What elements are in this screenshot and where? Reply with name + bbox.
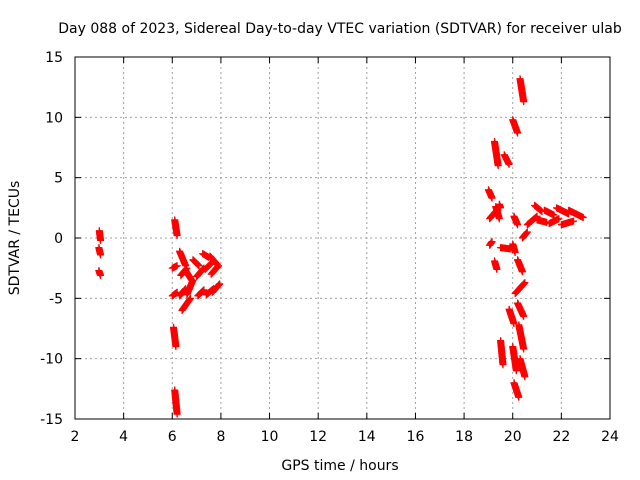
data-point (505, 160, 513, 168)
x-tick-label: 14 (358, 429, 376, 445)
x-tick-label: 20 (504, 429, 522, 445)
data-point (518, 268, 526, 276)
y-tick-label: 15 (45, 50, 63, 66)
x-tick-label: 18 (455, 429, 473, 445)
data-point (488, 238, 496, 246)
data-point (173, 410, 181, 418)
data-point (495, 215, 503, 223)
data-point (216, 280, 224, 288)
data-point (515, 393, 523, 401)
data-point (520, 312, 528, 320)
data-point (173, 232, 181, 240)
data-point (550, 211, 558, 219)
data-point (493, 265, 501, 273)
data-point (488, 194, 496, 202)
data-point (579, 213, 587, 221)
data-point (172, 343, 180, 351)
data-point (555, 215, 563, 223)
y-tick-label: 10 (45, 110, 63, 126)
y-tick-label: -10 (40, 352, 63, 368)
y-axis-tick-labels: -15 -10 -5 0 5 10 15 (40, 50, 63, 428)
data-point (510, 320, 518, 328)
data-point (520, 345, 528, 353)
x-tick-label: 6 (168, 429, 177, 445)
x-tick-label: 4 (119, 429, 128, 445)
y-tick-label: -5 (49, 291, 63, 307)
data-point (514, 129, 522, 137)
data-point (195, 262, 203, 270)
data-point (570, 217, 578, 225)
data-point (521, 373, 529, 381)
data-point (97, 236, 105, 244)
data-point (499, 361, 507, 369)
data-point (512, 367, 520, 375)
y-axis-title: SDTVAR / TECUs (7, 181, 23, 296)
x-tick-label: 2 (71, 429, 80, 445)
x-tick-label: 8 (216, 429, 225, 445)
data-point (173, 262, 181, 270)
data-point (521, 279, 529, 287)
data-points (95, 75, 587, 418)
x-axis-title: GPS time / hours (281, 458, 398, 474)
data-point (189, 276, 197, 284)
data-point (520, 98, 528, 106)
data-point (494, 162, 502, 170)
y-tick-label: 0 (54, 231, 63, 247)
data-point (523, 228, 531, 236)
y-tick-label: -15 (40, 412, 63, 428)
y-tick-label: 5 (54, 171, 63, 187)
chart-title: Day 088 of 2023, Sidereal Day-to-day VTE… (58, 21, 622, 37)
x-tick-label: 12 (309, 429, 327, 445)
data-point (187, 294, 195, 302)
data-point (514, 221, 522, 229)
data-point (200, 286, 208, 294)
data-point (97, 271, 105, 279)
data-point (511, 248, 519, 256)
x-tick-label: 24 (601, 429, 619, 445)
axis-ticks (74, 56, 611, 420)
x-tick-label: 16 (407, 429, 425, 445)
data-point (214, 262, 222, 270)
x-tick-label: 10 (261, 429, 279, 445)
data-point (97, 251, 105, 259)
x-tick-label: 22 (552, 429, 570, 445)
data-point (497, 204, 505, 212)
x-axis-tick-labels: 2 4 6 8 10 12 14 16 18 20 22 24 (71, 429, 619, 445)
